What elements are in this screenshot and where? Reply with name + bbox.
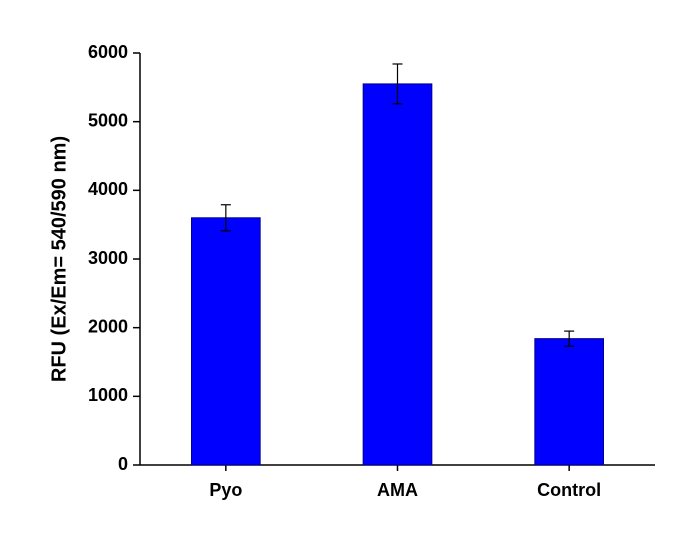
y-tick-label: 1000 <box>88 385 128 405</box>
y-tick-label: 4000 <box>88 179 128 199</box>
bar <box>534 338 604 466</box>
error-bar <box>220 204 231 232</box>
x-tick-label: Control <box>537 480 601 500</box>
error-bar <box>392 63 403 105</box>
bar <box>191 217 261 466</box>
error-bar <box>564 330 575 347</box>
x-tick-label: AMA <box>377 480 418 500</box>
y-tick-label: 5000 <box>88 110 128 130</box>
x-tick-label: Pyo <box>209 480 242 500</box>
y-tick-label: 3000 <box>88 248 128 268</box>
bar <box>362 83 433 466</box>
y-tick-label: 2000 <box>88 316 128 336</box>
y-axis-title: RFU (Ex/Em= 540/590 nm) <box>48 136 70 382</box>
y-tick-label: 6000 <box>88 42 128 62</box>
y-tick-label: 0 <box>118 454 128 474</box>
